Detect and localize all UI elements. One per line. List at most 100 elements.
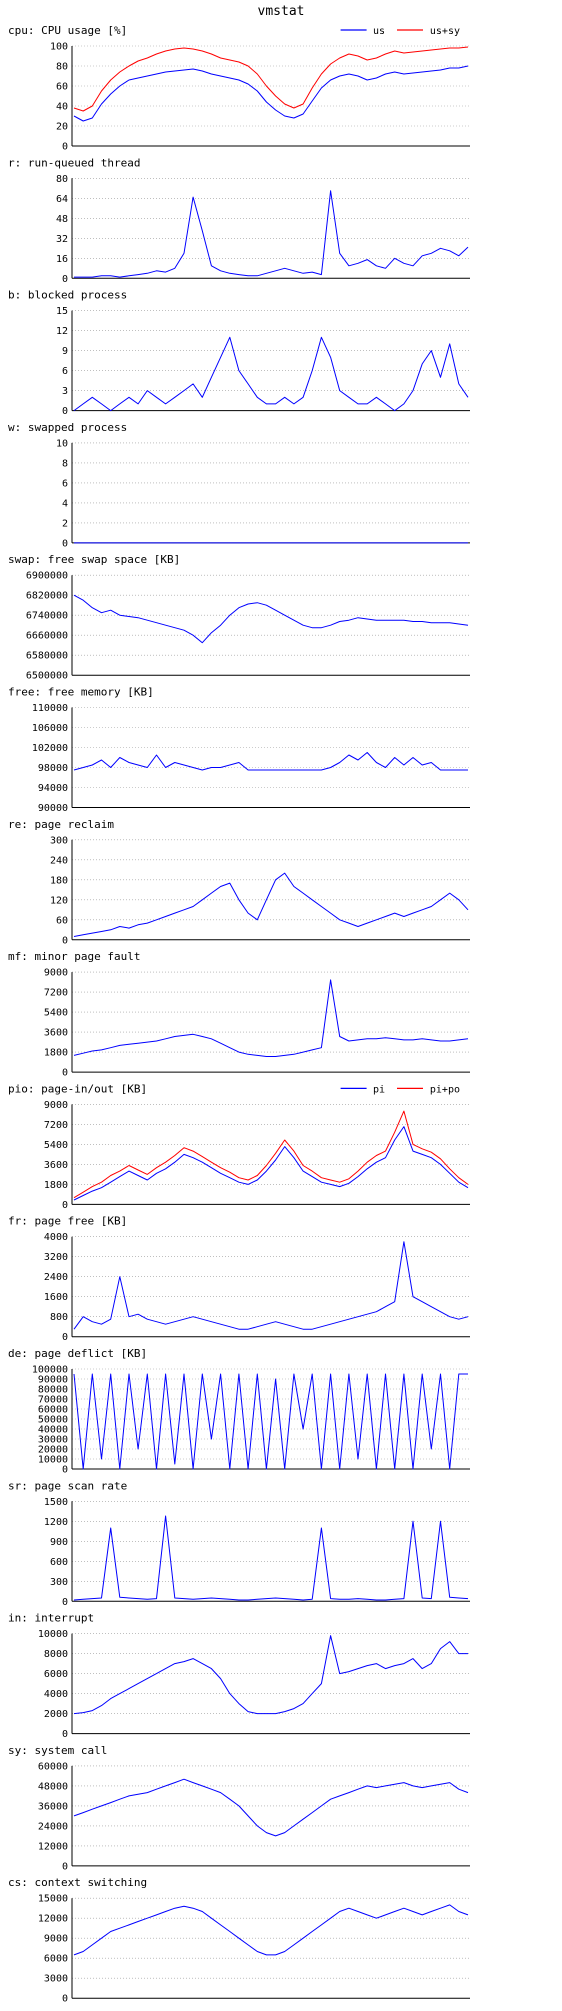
series-line-cs [73, 1904, 469, 1956]
chart-r: r: run-queued thread 0 16 32 48 64 80 [8, 156, 470, 285]
y-tick-label: 120 [50, 895, 68, 906]
page-title: vmstat [257, 4, 305, 19]
series-line-us+sy [73, 46, 469, 112]
legend-label: pi+po [430, 1084, 460, 1095]
y-tick-label: 6000 [44, 1954, 68, 1965]
series-line-swap [73, 594, 469, 644]
y-tick-label: 0 [62, 274, 68, 285]
y-tick-label: 0 [62, 1465, 68, 1476]
legend-label: us [373, 26, 385, 37]
chart-title: sy: system call [8, 1744, 107, 1757]
chart-title: re: page reclaim [8, 818, 114, 831]
chart-title: b: blocked process [8, 289, 127, 302]
y-tick-label: 94000 [38, 783, 68, 794]
y-tick-label: 8000 [44, 1649, 68, 1660]
y-tick-label: 60 [56, 82, 68, 93]
chart-free: free: free memory [KB] 90000 94000 98000 102… [8, 686, 470, 814]
y-tick-label: 60000 [38, 1761, 68, 1772]
y-tick-label: 102000 [32, 743, 68, 754]
y-tick-label: 32 [56, 234, 68, 245]
y-tick-label: 90000 [38, 803, 68, 814]
y-tick-label: 2000 [44, 1709, 68, 1720]
y-tick-label: 30000 [38, 1435, 68, 1446]
series-line-re [73, 872, 469, 937]
chart-pio: pio: page-in/out [KB] 0 1800 3600 5400 7200 90… [8, 1082, 470, 1211]
y-tick-label: 10000 [38, 1455, 68, 1466]
chart-title: w: swapped process [8, 421, 127, 434]
chart-b: b: blocked process 0 3 6 9 12 15 [8, 289, 470, 417]
y-tick-label: 15 [56, 306, 68, 317]
series-line-us [73, 65, 469, 122]
y-tick-label: 48 [56, 214, 68, 225]
y-tick-label: 9 [62, 346, 68, 357]
y-tick-label: 4000 [44, 1689, 68, 1700]
chart-title: free: free memory [KB] [8, 686, 154, 699]
y-tick-label: 0 [62, 1597, 68, 1608]
y-tick-label: 7200 [44, 1120, 68, 1131]
y-tick-label: 180 [50, 875, 68, 886]
y-tick-label: 4 [62, 498, 68, 509]
series-line-r [74, 190, 469, 278]
y-tick-label: 0 [62, 538, 68, 549]
y-tick-label: 0 [62, 1994, 68, 2005]
y-tick-label: 100000 [32, 1365, 68, 1376]
y-tick-label: 800 [50, 1312, 68, 1323]
y-tick-label: 60000 [38, 1405, 68, 1416]
chart-title: de: page deflict [KB] [8, 1347, 147, 1360]
y-tick-label: 6820000 [26, 591, 68, 602]
chart-fr: fr: page free [KB] 0 800 1600 2400 3200 4000 [8, 1215, 470, 1343]
y-tick-label: 60 [56, 915, 68, 926]
y-tick-label: 5400 [44, 1140, 68, 1151]
y-tick-label: 6 [62, 366, 68, 377]
y-tick-label: 80 [56, 174, 68, 185]
chart-cpu: cpu: CPU usage [%] 0 20 40 60 80 100 us+sy us [8, 24, 470, 153]
y-tick-label: 15000 [38, 1894, 68, 1905]
y-tick-label: 3600 [44, 1160, 68, 1171]
chart-in: in: interrupt 0 2000 4000 6000 8000 10000 [8, 1612, 470, 1740]
y-tick-label: 0 [62, 142, 68, 153]
y-tick-label: 10000 [38, 1629, 68, 1640]
y-tick-label: 12000 [38, 1841, 68, 1852]
y-tick-label: 3 [62, 386, 68, 397]
y-tick-label: 600 [50, 1557, 68, 1568]
series-line-fr [73, 1241, 469, 1330]
y-tick-label: 70000 [38, 1395, 68, 1406]
legend-label: pi [373, 1084, 385, 1095]
series-line-sy [73, 1778, 469, 1837]
y-tick-label: 1200 [44, 1517, 68, 1528]
y-tick-label: 6500000 [26, 671, 68, 682]
y-tick-label: 100 [50, 42, 68, 53]
y-tick-label: 300 [50, 835, 68, 846]
chart-title: cs: context switching [8, 1876, 147, 1889]
y-tick-label: 0 [62, 406, 68, 417]
chart-sy: sy: system call 0 12000 24000 36000 48000 6000… [8, 1744, 470, 1872]
chart-title: r: run-queued thread [8, 156, 140, 169]
y-tick-label: 110000 [32, 703, 68, 714]
chart-title: swap: free swap space [KB] [8, 553, 180, 566]
series-line-b [73, 336, 469, 412]
y-tick-label: 6740000 [26, 611, 68, 622]
y-tick-label: 12 [56, 326, 68, 337]
chart-w: w: swapped process 0 2 4 6 8 10 [8, 421, 470, 549]
y-tick-label: 1800 [44, 1180, 68, 1191]
y-tick-label: 10 [56, 438, 68, 449]
y-tick-label: 24000 [38, 1821, 68, 1832]
y-tick-label: 0 [62, 1861, 68, 1872]
y-tick-label: 3600 [44, 1028, 68, 1039]
y-tick-label: 3200 [44, 1252, 68, 1263]
chart-title: fr: page free [KB] [8, 1215, 127, 1228]
chart-title: mf: minor page fault [8, 950, 140, 963]
y-tick-label: 4000 [44, 1232, 68, 1243]
y-tick-label: 20 [56, 122, 68, 133]
series-line-mf [73, 979, 469, 1057]
y-tick-label: 0 [62, 1729, 68, 1740]
y-tick-label: 40000 [38, 1425, 68, 1436]
y-tick-label: 20000 [38, 1445, 68, 1456]
y-tick-label: 1500 [44, 1497, 68, 1508]
series-line-pi [73, 1126, 469, 1201]
y-tick-label: 80 [56, 62, 68, 73]
y-tick-label: 40 [56, 102, 68, 113]
y-tick-label: 240 [50, 855, 68, 866]
series-line-pi+po [73, 1110, 469, 1199]
